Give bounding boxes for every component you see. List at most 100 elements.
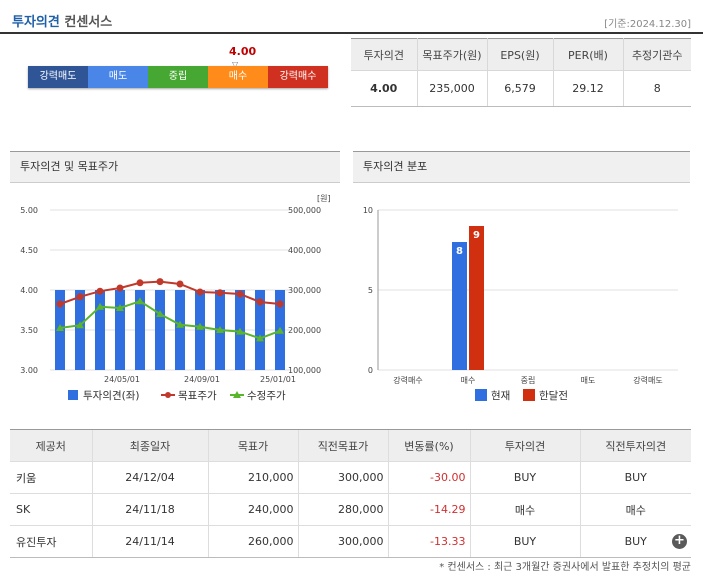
legend-label: 투자의견(좌) [83,390,140,402]
y-right-tick-label: 500,000 [288,206,321,215]
summary-header: 추정기관수 [622,38,691,71]
summary-per: 29.12 [552,70,624,107]
y-right-tick-label: 200,000 [288,326,321,335]
x-tick-label: 강력매수 [393,375,422,385]
legend-label: 현재 [491,390,510,402]
cell-opinion: 매수 [469,493,580,526]
legend-label: 수정주가 [247,390,286,402]
x-tick-label: 매도 [581,376,596,385]
target-price-point [136,279,144,287]
col-header-target: 목표가 [207,429,298,462]
opinion-scale-bar: 강력매도 매도 중립 매수 강력매수 [28,66,328,88]
month-ago-bar [469,226,484,370]
col-header-provider: 제공처 [10,429,92,462]
reference-date: [기준:2024.12.30] [604,19,691,30]
footnote: * 컨센서스 : 최근 3개월간 증권사에서 발표한 추정치의 평균 [439,562,691,573]
target-price-point [76,293,84,301]
table-row: 유진투자 24/11/14 260,000 300,000 -13.33 BUY… [10,525,691,558]
target-price-point [216,289,224,297]
adjusted-price-point [216,326,224,333]
target-price-point [256,298,264,306]
consensus-summary-table: 투자의견 목표주가(원) EPS(원) PER(배) 추정기관수 4.00 23… [351,38,691,107]
cell-target: 210,000 [207,461,298,494]
legend-swatch [475,389,487,401]
scale-strong-sell: 강력매도 [28,66,88,88]
y-right-unit: [원] [317,194,331,203]
opinion-bar [75,290,85,370]
col-header-date: 최종일자 [91,429,208,462]
cell-prev-target: 300,000 [297,461,388,494]
adjusted-price-point [136,297,144,305]
scale-strong-buy: 강력매수 [268,66,328,88]
legend-swatch-adjusted-tri [233,391,241,398]
y-tick-label: 0 [368,366,373,375]
adjusted-price-line [59,300,281,340]
legend-swatch [523,389,535,401]
cell-change: -13.33 [387,525,470,558]
cell-target: 260,000 [207,525,298,558]
y-left-tick-label: 4.00 [20,286,38,295]
adjusted-price-point [276,326,284,334]
broker-estimates-table: 제공처 최종일자 목표가 직전목표가 변동률(%) 투자의견 직전투자의견 키움… [10,429,691,558]
bar-data-label: 8 [456,246,463,257]
opinion-score: 4.00 [229,45,257,58]
opinion-bar [175,290,185,370]
title-main: 투자의견 [12,15,60,30]
col-header-change: 변동률(%) [387,429,470,462]
target-price-point [96,287,104,295]
current-bar [452,242,467,370]
cell-date: 24/11/18 [91,493,208,526]
opinion-bar [255,290,265,370]
summary-header: PER(배) [552,38,624,71]
target-price-point [236,290,244,298]
legend-label: 목표주가 [178,390,217,402]
opinion-price-chart: 5.00 4.50 4.00 3.50 3.00 500,000 400,000 300,00… [20,194,331,402]
table-row: 키움 24/12/04 210,000 300,000 -30.00 BUY B… [10,461,691,494]
target-price-point [196,288,204,296]
cell-change: -30.00 [387,461,470,494]
cell-provider: SK [10,493,92,526]
col-header-opinion: 투자의견 [469,429,580,462]
y-right-tick-label: 400,000 [288,246,321,255]
opinion-bar [155,290,165,370]
target-price-line [59,280,281,305]
y-tick-label: 10 [363,206,373,215]
cell-change: -14.29 [387,493,470,526]
cell-prev-opinion: 매수 [579,493,691,526]
col-header-prev-opinion: 직전투자의견 [579,429,691,462]
target-price-point [156,278,164,286]
scale-neutral: 중립 [148,66,208,88]
y-left-tick-label: 3.50 [20,326,38,335]
adjusted-price-point [96,302,104,310]
cell-opinion: BUY [469,525,580,558]
summary-header: 목표주가(원) [416,38,488,71]
x-tick-label: 중립 [521,376,536,385]
cell-provider: 유진투자 [10,525,92,558]
cell-provider: 키움 [10,461,92,494]
y-left-tick-label: 3.00 [20,366,38,375]
x-tick-label: 25/01/01 [260,375,296,384]
summary-institution-count: 8 [622,70,691,107]
legend-label: 한달전 [539,390,568,402]
opinion-bar [115,290,125,370]
page-title: 투자의견 컨센서스 [12,11,112,30]
adjusted-price-point [76,321,84,329]
opinion-distribution-chart-title: 투자의견 분포 [353,151,690,183]
target-price-point [56,300,64,308]
y-left-tick-label: 5.00 [20,206,38,215]
cell-date: 24/11/14 [91,525,208,558]
cell-opinion: BUY [469,461,580,494]
cell-prev-target: 300,000 [297,525,388,558]
table-row: SK 24/11/18 240,000 280,000 -14.29 매수 매수 [10,493,691,526]
plus-circle-icon[interactable]: + [672,534,687,549]
x-tick-label: 24/09/01 [184,375,220,384]
summary-rating: 4.00 [351,70,418,107]
opinion-bar [95,290,105,370]
adjusted-price-point [236,327,244,335]
title-sub: 컨센서스 [64,15,113,30]
scale-sell: 매도 [88,66,148,88]
y-tick-label: 5 [368,286,373,295]
target-price-point [116,284,124,292]
summary-header: EPS(원) [486,38,554,71]
